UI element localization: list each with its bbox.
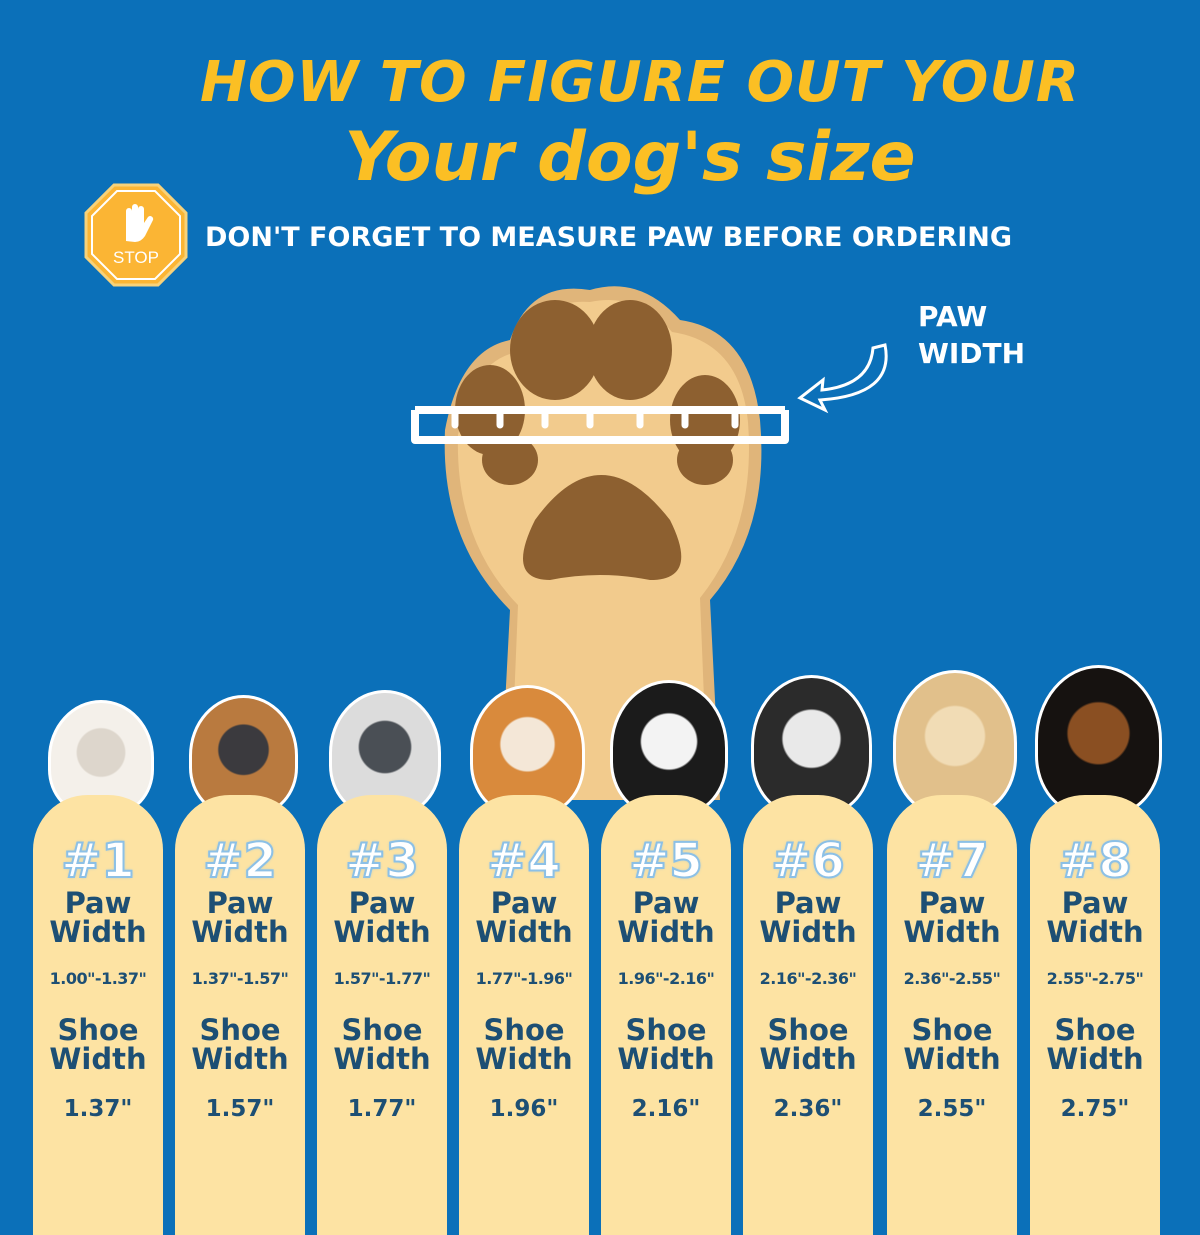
paw-width-range: 1.96"-2.16" — [617, 969, 715, 988]
size-number: #6 — [770, 832, 846, 890]
dog-photo-4 — [469, 685, 585, 816]
size-card-2: #2 Paw Width 1.37"-1.57" Shoe Width 1.57" — [175, 795, 305, 1235]
paw-width-label: Paw Width — [333, 886, 431, 949]
size-number: #4 — [486, 832, 562, 890]
paw-width-label: Paw Width — [759, 886, 857, 949]
title-line-1: HOW TO FIGURE OUT YOUR — [200, 50, 1080, 115]
size-card-3: #3 Paw Width 1.57"-1.77" Shoe Width 1.77" — [317, 795, 447, 1235]
shoe-width-value: 1.57" — [205, 1096, 275, 1122]
shoe-width-value: 1.77" — [347, 1096, 417, 1122]
shoe-width-value: 2.75" — [1060, 1096, 1130, 1122]
size-number: #8 — [1057, 832, 1133, 890]
shoe-width-value: 2.36" — [773, 1096, 843, 1122]
size-card-5: #5 Paw Width 1.96"-2.16" Shoe Width 2.16" — [601, 795, 731, 1235]
size-card-7: #7 Paw Width 2.36"-2.55" Shoe Width 2.55" — [887, 795, 1017, 1235]
paw-width-label: PAW WIDTH — [918, 300, 1026, 370]
paw-width-range: 1.57"-1.77" — [333, 969, 431, 988]
size-card-4: #4 Paw Width 1.77"-1.96" Shoe Width 1.96" — [459, 795, 589, 1235]
paw-width-range: 2.16"-2.36" — [759, 969, 857, 988]
paw-width-label: Paw Width — [903, 886, 1001, 949]
paw-width-label: Paw Width — [617, 886, 715, 949]
size-number: #5 — [628, 832, 704, 890]
paw-illustration — [411, 286, 789, 800]
shoe-width-value: 1.37" — [63, 1096, 133, 1122]
size-card-1: #1 Paw Width 1.00"-1.37" Shoe Width 1.37" — [33, 795, 163, 1235]
size-number: #1 — [60, 832, 136, 890]
shoe-width-label: Shoe Width — [617, 1013, 715, 1076]
size-number: #7 — [914, 832, 990, 890]
paw-width-range: 2.36"-2.55" — [903, 969, 1001, 988]
shoe-width-label: Shoe Width — [333, 1013, 431, 1076]
size-card-8: #8 Paw Width 2.55"-2.75" Shoe Width 2.75" — [1030, 795, 1160, 1235]
stop-sign-icon: STOP — [84, 183, 188, 287]
shoe-width-label: Shoe Width — [191, 1013, 289, 1076]
shoe-width-value: 2.16" — [631, 1096, 701, 1122]
paw-width-range: 1.77"-1.96" — [475, 969, 573, 988]
size-number: #2 — [202, 832, 278, 890]
title-line-2: Your dog's size — [344, 118, 916, 197]
paw-width-label: Paw Width — [49, 886, 147, 949]
shoe-width-value: 2.55" — [917, 1096, 987, 1122]
shoe-width-label: Shoe Width — [475, 1013, 573, 1076]
paw-width-label: Paw Width — [1046, 886, 1144, 949]
size-card-6: #6 Paw Width 2.16"-2.36" Shoe Width 2.36" — [743, 795, 873, 1235]
shoe-width-label: Shoe Width — [1046, 1013, 1144, 1076]
paw-width-range: 2.55"-2.75" — [1046, 969, 1144, 988]
stop-sign-text: STOP — [113, 248, 159, 267]
dog-photo-5 — [610, 680, 728, 816]
paw-width-range: 1.37"-1.57" — [191, 969, 289, 988]
dog-photo-8 — [1034, 665, 1162, 816]
warning-text: DON'T FORGET TO MEASURE PAW BEFORE ORDER… — [205, 222, 1013, 253]
dog-photo-7 — [893, 670, 1017, 816]
shoe-width-label: Shoe Width — [903, 1013, 1001, 1076]
size-number: #3 — [344, 832, 420, 890]
paw-width-range: 1.00"-1.37" — [49, 969, 147, 988]
shoe-width-value: 1.96" — [489, 1096, 559, 1122]
arrow-icon — [797, 343, 888, 414]
paw-width-label: Paw Width — [475, 886, 573, 949]
shoe-width-label: Shoe Width — [49, 1013, 147, 1076]
shoe-width-label: Shoe Width — [759, 1013, 857, 1076]
paw-width-label: Paw Width — [191, 886, 289, 949]
